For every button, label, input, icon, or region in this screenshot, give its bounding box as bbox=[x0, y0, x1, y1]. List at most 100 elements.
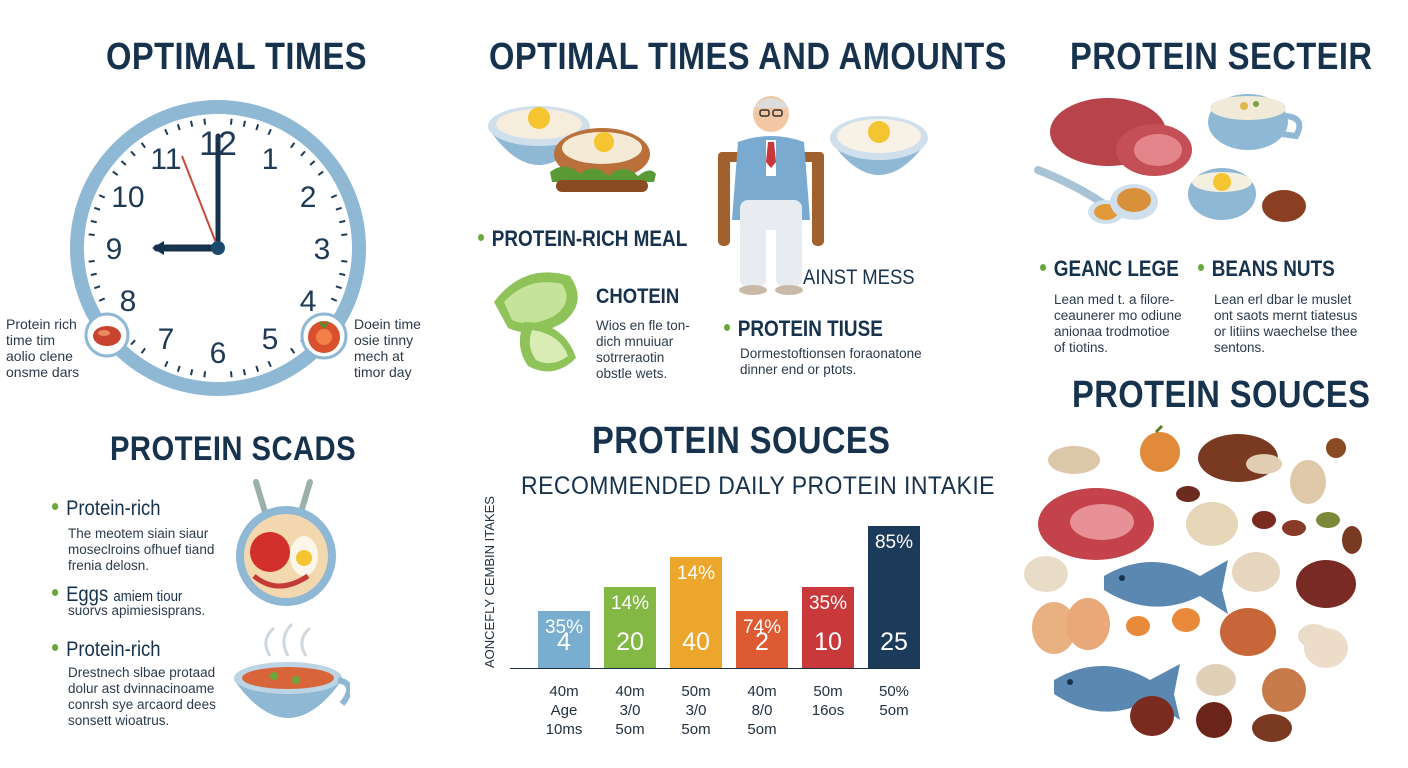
chart-category-label-1: 40m Age 10ms bbox=[545, 683, 583, 738]
apple-egg-bowl-icon bbox=[236, 479, 336, 606]
bullet-dot bbox=[724, 323, 731, 331]
clock-tick bbox=[140, 347, 146, 354]
chart-bar-4 bbox=[736, 611, 788, 668]
protein-scads-title: PROTEIN SCADS bbox=[110, 430, 357, 468]
clock-tick bbox=[94, 285, 101, 290]
protein-secteir-title: PROTEIN SECTEIR bbox=[1070, 36, 1373, 78]
optimal-times-amounts-title: OPTIMAL TIMES AND AMOUNTS bbox=[489, 36, 1007, 78]
fish-icon bbox=[1104, 560, 1228, 614]
clock-tick bbox=[90, 272, 97, 277]
clock-number-2: 2 bbox=[300, 181, 317, 214]
hazelnut-icon bbox=[1140, 432, 1180, 472]
clock-tick bbox=[339, 272, 346, 277]
clock-tick bbox=[341, 233, 348, 237]
clock-tick bbox=[255, 124, 260, 131]
chart-bar-3 bbox=[670, 557, 722, 668]
chart-bar-2-top-label: 14% bbox=[610, 593, 650, 614]
chart-bar-1 bbox=[538, 611, 590, 668]
scads-item-2-title: Eggs amiem tiour bbox=[52, 583, 182, 607]
fish-icon-2 bbox=[1054, 664, 1180, 720]
chotein-text: Wios en fle ton- dich mnuiuar sotrreraot… bbox=[596, 318, 690, 381]
scads-item-2-inline-text: amiem tiour bbox=[113, 588, 183, 605]
egg-icon bbox=[1032, 602, 1076, 654]
protein-rich-meal-text: PROTEIN-RICH MEAL bbox=[491, 226, 688, 251]
clock-tick bbox=[189, 120, 194, 127]
scads-item-1-title: Protein-rich bbox=[52, 497, 161, 521]
vegetable-icon bbox=[494, 272, 578, 372]
chart-bar-5-bottom-label: 10 bbox=[814, 628, 842, 656]
meat-badge-icon bbox=[84, 312, 130, 358]
clock-number-5: 5 bbox=[262, 323, 279, 356]
spoon-icon bbox=[1034, 166, 1108, 208]
protein-sources-foods-illustration bbox=[1024, 424, 1362, 742]
scads-item-3-title-text: Protein-rich bbox=[66, 638, 161, 661]
protein-tiuse-label: PROTEIN TIUSE bbox=[724, 316, 883, 342]
clock-tick bbox=[164, 128, 169, 136]
clock-number-3: 3 bbox=[314, 233, 331, 266]
bullet-dot bbox=[52, 502, 59, 510]
clock-tick bbox=[335, 285, 342, 290]
protein-foods-illustration bbox=[1034, 94, 1306, 224]
bullet-dot bbox=[52, 588, 59, 596]
chart-bar-6-top-label: 85% bbox=[874, 532, 914, 553]
clock-tick bbox=[229, 118, 233, 125]
clock-hour-hand-tip bbox=[152, 241, 164, 255]
chart-bar-3-top-label: 14% bbox=[676, 563, 716, 584]
clock-tick bbox=[229, 371, 233, 378]
beans-nuts-label: BEANS NUTS bbox=[1198, 256, 1335, 282]
chart-bar-5 bbox=[802, 587, 854, 668]
optimal-times-title: OPTIMAL TIMES bbox=[106, 36, 367, 78]
chart-bar-2 bbox=[604, 587, 656, 668]
chart-bar-1-top-label: 35% bbox=[544, 617, 584, 638]
chotein-title: CHOTEIN bbox=[596, 285, 680, 308]
chart-category-label-6: 50% 5om bbox=[878, 683, 910, 719]
clock-tick bbox=[88, 233, 95, 237]
porridge-bowl-icon bbox=[830, 116, 928, 175]
clock-number-1: 1 bbox=[262, 143, 279, 176]
clock-tick bbox=[290, 347, 296, 354]
right-protein-souces-title: PROTEIN SOUCES bbox=[1072, 374, 1371, 416]
clock-tick bbox=[267, 360, 272, 368]
soup-cup-icon bbox=[234, 622, 350, 718]
clock-second-hand bbox=[181, 155, 219, 249]
clock-number-8: 8 bbox=[120, 285, 137, 318]
bullet-dot bbox=[478, 233, 485, 241]
clock-tick bbox=[176, 365, 181, 372]
clock-center-pin bbox=[211, 241, 225, 255]
clock-tick bbox=[242, 120, 247, 127]
clock-number-10: 10 bbox=[111, 181, 144, 214]
geanc-lege-desc: Lean med t. a filore- ceaunerer mo odiun… bbox=[1054, 292, 1182, 355]
clock-tick bbox=[94, 206, 101, 211]
clock-tick bbox=[112, 170, 119, 176]
chart-subtitle: RECOMMENDED DAILY PROTEIN INTAKIE bbox=[521, 472, 995, 500]
beans-nuts-desc: Lean erl dbar le muslet ont saots mernt … bbox=[1214, 292, 1358, 355]
protein-intake-bar-chart: 35% 4 14% 20 14% 40 74% 2 35% 10 85% 25 bbox=[510, 500, 920, 670]
clock-tick bbox=[98, 297, 106, 302]
clock-tick bbox=[317, 170, 324, 176]
clock-ticks bbox=[88, 118, 348, 378]
chart-category-labels: 40m Age 10ms 40m 3/0 5om 50m 3/0 5om 40m 8/… bbox=[510, 682, 920, 752]
clock-tick bbox=[290, 142, 296, 149]
clock-number-11: 11 bbox=[150, 143, 181, 176]
protein-rich-meal-label: PROTEIN-RICH MEAL bbox=[478, 226, 687, 252]
clock-right-note: Doein time osie tinny mech at timor day bbox=[354, 316, 421, 380]
scads-item-3-title: Protein-rich bbox=[52, 638, 161, 662]
clock-tick bbox=[255, 365, 260, 372]
chart-bar-3-bottom-label: 40 bbox=[682, 628, 710, 656]
nut-icon bbox=[1262, 190, 1306, 222]
clock-tick bbox=[90, 219, 97, 224]
chart-bar-5-top-label: 35% bbox=[808, 593, 848, 614]
clock-tick bbox=[309, 160, 316, 166]
chart-bar-4-bottom-label: 2 bbox=[755, 628, 769, 656]
clock-tick bbox=[88, 259, 95, 263]
clock-tick bbox=[330, 297, 338, 302]
burger-icon bbox=[550, 128, 656, 192]
clock-tick bbox=[189, 369, 194, 376]
center-protein-souces-title: PROTEIN SOUCES bbox=[592, 420, 891, 462]
clock-tick bbox=[341, 259, 348, 263]
clock-tick bbox=[335, 206, 342, 211]
scads-item-3-text: Drestnech slbae protaad dolur ast dvinna… bbox=[68, 665, 216, 728]
clock-tick bbox=[120, 160, 127, 166]
clock-tick bbox=[98, 194, 106, 199]
clock-tick bbox=[267, 128, 272, 136]
